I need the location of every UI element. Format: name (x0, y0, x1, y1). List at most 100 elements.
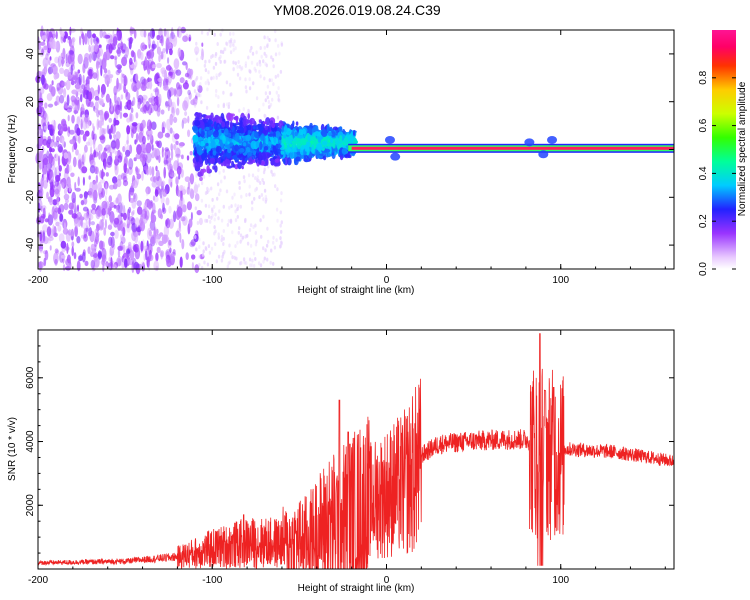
spectrogram-cell (140, 52, 144, 61)
spectrogram-cell (84, 144, 88, 153)
spectrogram-cell (327, 142, 334, 147)
spectrogram-cell (77, 69, 81, 74)
spectrogram-cell (64, 157, 69, 163)
spectrogram-cell (130, 113, 134, 122)
spectrogram-cell (262, 246, 265, 251)
spectrogram-cell (200, 48, 204, 53)
spectrogram-cell (275, 238, 278, 243)
spectrogram-cell (66, 107, 73, 113)
spectrogram-cell (260, 193, 264, 197)
spectrogram-cell (118, 197, 122, 206)
spectrogram-cell (213, 225, 216, 230)
spectrogram-cell (130, 107, 134, 114)
spectrogram-cell (156, 62, 162, 69)
spectrogram-cell (266, 35, 269, 40)
spectrogram-cell (38, 97, 44, 105)
spectrogram-cell (343, 137, 349, 146)
spectrogram-cell (239, 119, 243, 128)
spectrogram-cell (221, 50, 225, 55)
spectrogram-cell (126, 248, 131, 255)
spectrogram-cell (147, 64, 151, 75)
spectrogram-cell (90, 221, 96, 226)
spectrogram-cell (49, 245, 52, 251)
spectrogram-cell (49, 199, 54, 206)
spectrogram-cell (260, 54, 263, 59)
spectrogram-cell (258, 59, 261, 64)
spectrogram-cell (214, 52, 218, 56)
spectrogram-cell (268, 78, 271, 83)
spectrogram-cell (114, 119, 120, 126)
spectrogram-cell (194, 120, 201, 127)
spectrogram-cell (195, 153, 200, 163)
spectrogram-cell (129, 250, 135, 261)
spectrogram-cell (251, 258, 254, 263)
spectrogram-cell (141, 261, 145, 266)
spectrogram-cell (229, 43, 232, 48)
y-tick-label: 40 (25, 48, 36, 60)
spectrogram-cell (70, 172, 75, 178)
spectrogram-cell (158, 240, 164, 247)
spectrogram-cell (87, 34, 90, 46)
spectrogram-cell (156, 34, 161, 41)
spectrogram-cell (252, 159, 256, 163)
spectrogram-cell (151, 121, 157, 130)
spectrogram-cell (170, 181, 173, 188)
spectrogram-cell (121, 56, 128, 67)
spectrogram-cell (128, 206, 132, 214)
spectrogram-cell (238, 64, 242, 69)
spectrogram-cell (254, 242, 258, 247)
spectrogram-cell (103, 68, 108, 74)
spectrogram-cell (232, 43, 235, 48)
spectrogram-cell (97, 120, 103, 128)
spectrogram-cell (38, 162, 44, 170)
spectrogram-cell (274, 158, 280, 163)
spectrogram-cell (207, 70, 210, 75)
spectrogram-cell (174, 133, 180, 140)
spectrogram-cell (228, 82, 232, 87)
spectrogram-cell (180, 216, 186, 222)
spectrogram-cell (264, 98, 267, 103)
spectrogram-cell (113, 182, 118, 189)
spectrogram-cell (194, 185, 198, 190)
spectrogram-cell (249, 48, 252, 53)
spectrogram-cell (39, 248, 43, 254)
spectrogram-cell (112, 36, 118, 47)
spectrogram-cell (246, 233, 249, 238)
spectrogram-cell (176, 165, 182, 175)
spectrogram-cell (170, 143, 173, 151)
spectrogram-cell (100, 259, 106, 266)
spectrogram-cell (74, 218, 80, 228)
spectrogram-cell (163, 85, 169, 91)
spectrogram-cell (163, 157, 167, 165)
spectrogram-cell (123, 112, 128, 118)
spectrogram-cell (92, 33, 96, 39)
spectrogram-cell (244, 61, 248, 66)
spectrogram-cell (253, 131, 259, 138)
spectrogram-cell (117, 68, 122, 74)
spectrogram-cell (204, 218, 207, 223)
spectrogram-cell (69, 139, 76, 145)
spectrogram-cell (239, 239, 242, 244)
spectrogram-cell (229, 31, 232, 36)
spectrogram-cell (55, 135, 60, 143)
spectrogram-cell (184, 176, 191, 183)
spectrogram-cell (127, 166, 133, 175)
spectrogram-cell (213, 32, 216, 37)
spectrogram-cell (262, 170, 266, 175)
spectrogram-cell (131, 211, 134, 217)
spectrogram-cell (269, 102, 273, 107)
spectrogram-cell (97, 252, 102, 259)
spectrogram-cell (75, 104, 78, 112)
spectrogram-cell (76, 236, 81, 244)
spectrogram-cell (80, 118, 83, 130)
spectrogram-cell (136, 87, 139, 100)
spectrogram-cell (145, 101, 150, 111)
spectrogram-cell (114, 56, 118, 68)
spectrogram-cell (252, 126, 256, 130)
spectrogram-cell (128, 189, 131, 202)
spectrogram-cell (176, 157, 180, 169)
spectrogram-cell (254, 68, 257, 73)
spectrogram-cell (67, 54, 72, 65)
spectrogram-cell (181, 154, 184, 160)
